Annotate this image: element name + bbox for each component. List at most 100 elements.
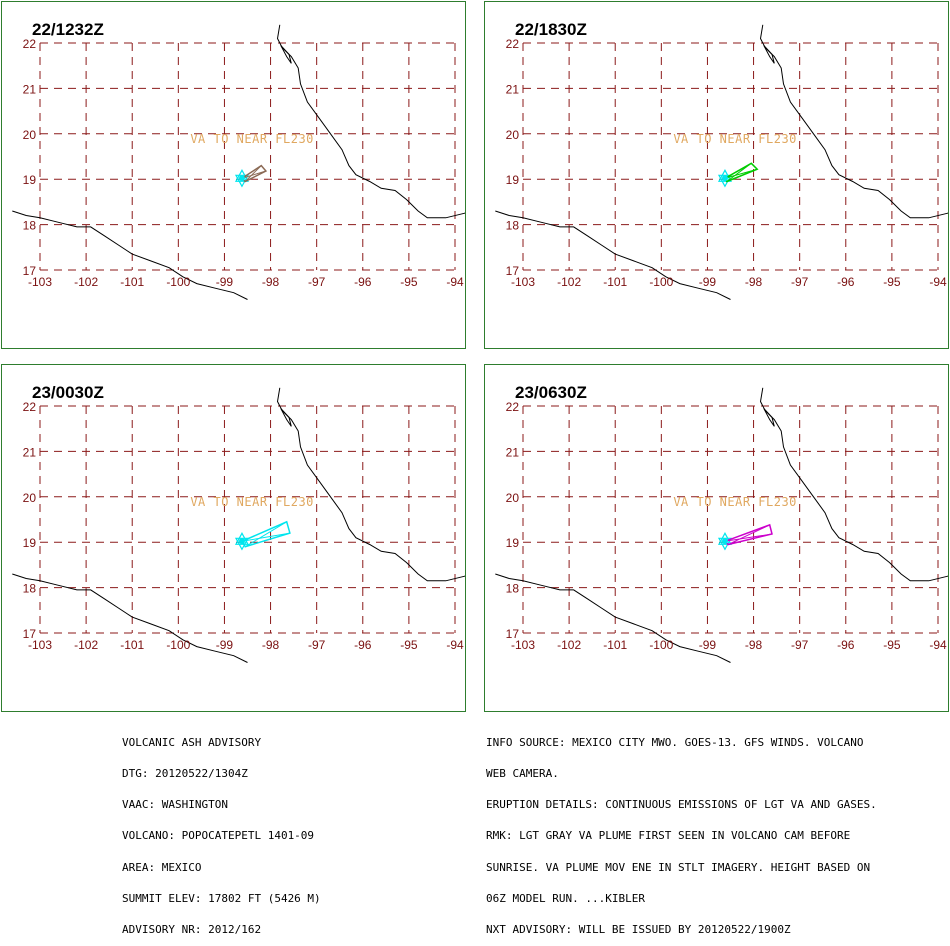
ash-plume-hatch (727, 524, 770, 545)
lon-tick-label: -97 (791, 638, 809, 652)
lat-tick-label: 21 (506, 82, 520, 96)
lagoon-outline (280, 407, 292, 427)
ash-plume-hatch (244, 165, 262, 182)
remarks-line: NXT ADVISORY: WILL BE ISSUED BY 20120522… (486, 923, 791, 937)
lagoon-outline (763, 44, 775, 64)
lagoon-outline (763, 407, 775, 427)
ash-height-annotation: VA TO NEAR FL230 (673, 132, 797, 146)
advisory-line: ADVISORY NR: 2012/162 (122, 923, 262, 937)
advisory-header-block: VOLCANIC ASH ADVISORY DTG: 20120522/1304… (122, 717, 321, 946)
lon-tick-label: -101 (603, 638, 627, 652)
remarks-line: WEB CAMERA. (486, 767, 559, 781)
ash-height-annotation: VA TO NEAR FL230 (190, 495, 314, 509)
lon-tick-label: -96 (354, 275, 372, 289)
ash-plume-polygon (723, 523, 773, 546)
lat-tick-label: 18 (506, 582, 520, 596)
pacific-coastline (495, 210, 731, 300)
lat-tick-label: 22 (23, 400, 37, 414)
ash-plume-hatch (244, 521, 287, 548)
lat-tick-label: 17 (23, 627, 37, 641)
lat-tick-label: 18 (506, 219, 520, 233)
lat-tick-label: 20 (23, 491, 37, 505)
lon-tick-label: -95 (400, 638, 418, 652)
remarks-line: RMK: LGT GRAY VA PLUME FIRST SEEN IN VOL… (486, 829, 851, 843)
map-canvas: -103 -102 -101 -100 -99 -98 -97 -96 -95 -94 22 21 20… (495, 24, 948, 300)
lon-tick-label: -94 (929, 275, 947, 289)
lon-tick-label: -95 (883, 638, 901, 652)
advisory-line: VAAC: WASHINGTON (122, 798, 228, 812)
panel-time-label: 23/0630Z (515, 383, 587, 402)
volcano-dot (721, 175, 728, 182)
map-panel-1: -103 -102 -101 -100 -99 -98 -97 -96 -95 -94 22 21 20… (1, 1, 466, 349)
lat-tick-label: 22 (506, 400, 520, 414)
pacific-coastline (495, 573, 731, 663)
gulf-coastline (759, 24, 948, 219)
lon-tick-label: -94 (446, 638, 464, 652)
map-canvas: -103 -102 -101 -100 -99 -98 -97 -96 -95 -94 22 21 20… (12, 387, 465, 663)
ash-plume-hatch (241, 170, 267, 179)
lat-tick-label: 18 (23, 582, 37, 596)
lat-tick-label: 19 (506, 173, 520, 187)
lon-tick-label: -97 (308, 275, 326, 289)
lon-tick-label: -100 (649, 275, 673, 289)
lat-tick-label: 19 (23, 536, 37, 550)
ash-plume-hatch (726, 162, 752, 182)
pacific-coastline (12, 573, 248, 663)
lat-tick-label: 21 (23, 82, 37, 96)
lat-tick-label: 17 (506, 264, 520, 278)
remarks-line: 06Z MODEL RUN. ...KIBLER (486, 891, 645, 905)
lon-tick-label: -98 (745, 275, 763, 289)
lat-tick-label: 21 (23, 445, 37, 459)
lon-tick-label: -94 (446, 275, 464, 289)
lat-tick-label: 19 (506, 536, 520, 550)
lon-tick-label: -103 (28, 638, 52, 652)
advisory-line: DTG: 20120522/1304Z (122, 767, 248, 781)
remarks-line: INFO SOURCE: MEXICO CITY MWO. GOES-13. G… (486, 735, 864, 749)
remarks-line: ERUPTION DETAILS: CONTINUOUS EMISSIONS O… (486, 798, 877, 812)
lon-tick-label: -103 (511, 275, 535, 289)
ash-height-annotation: VA TO NEAR FL230 (190, 132, 314, 146)
lon-tick-label: -99 (699, 638, 717, 652)
gulf-coastline (276, 387, 465, 582)
lat-tick-label: 17 (506, 627, 520, 641)
advisory-line: AREA: MEXICO (122, 860, 202, 874)
map-panel-4: -103 -102 -101 -100 -99 -98 -97 -96 -95 -94 22 21 20… (484, 364, 949, 712)
lon-tick-label: -98 (262, 275, 280, 289)
map-canvas: -103 -102 -101 -100 -99 -98 -97 -96 -95 -94 22 21 20… (12, 24, 465, 300)
gulf-coastline (276, 24, 465, 219)
lon-tick-label: -99 (216, 275, 234, 289)
gulf-coastline (759, 387, 948, 582)
lon-tick-label: -97 (308, 638, 326, 652)
lon-tick-label: -96 (837, 638, 855, 652)
lon-tick-label: -94 (929, 638, 947, 652)
map-panel-3: -103 -102 -101 -100 -99 -98 -97 -96 -95 -94 22 21 20… (1, 364, 466, 712)
lon-tick-label: -102 (74, 638, 98, 652)
lon-tick-label: -101 (120, 638, 144, 652)
lon-tick-label: -100 (166, 638, 190, 652)
lon-tick-label: -102 (557, 275, 581, 289)
lon-tick-label: -96 (837, 275, 855, 289)
map-panel-2: -103 -102 -101 -100 -99 -98 -97 -96 -95 -94 22 21 20… (484, 1, 949, 349)
lon-tick-label: -99 (699, 275, 717, 289)
lon-tick-label: -103 (28, 275, 52, 289)
lon-tick-label: -101 (120, 275, 144, 289)
panel-time-label: 23/0030Z (32, 383, 104, 402)
lagoon-outline (280, 44, 292, 64)
lon-tick-label: -95 (400, 275, 418, 289)
advisory-line: SUMMIT ELEV: 17802 FT (5426 M) (122, 891, 321, 905)
lat-tick-label: 22 (23, 37, 37, 51)
advisory-line: VOLCANIC ASH ADVISORY (122, 735, 262, 749)
lat-tick-label: 19 (23, 173, 37, 187)
lon-tick-label: -102 (557, 638, 581, 652)
lon-tick-label: -99 (216, 638, 234, 652)
ash-plume-hatch (724, 533, 773, 542)
lon-tick-label: -103 (511, 638, 535, 652)
remarks-line: SUNRISE. VA PLUME MOV ENE IN STLT IMAGER… (486, 860, 871, 874)
lon-tick-label: -98 (745, 638, 763, 652)
lon-tick-label: -97 (791, 275, 809, 289)
lat-tick-label: 21 (506, 445, 520, 459)
volcano-dot (238, 538, 245, 545)
volcano-dot (238, 175, 245, 182)
lon-tick-label: -98 (262, 638, 280, 652)
advisory-line: VOLCANO: POPOCATEPETL 1401-09 (122, 829, 315, 843)
